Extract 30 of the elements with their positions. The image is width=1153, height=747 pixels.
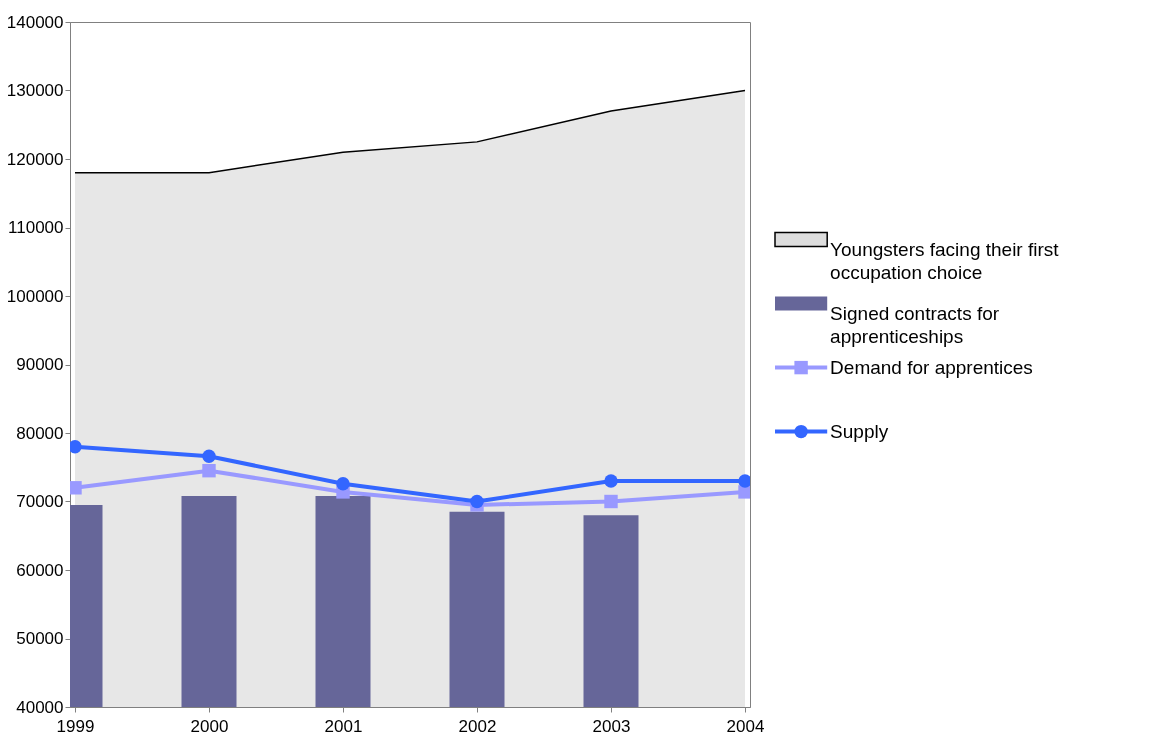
point [202,449,216,463]
legend-label: Signed contracts for apprenticeships [830,302,1000,347]
legend-label: Youngsters facing their first occupation choice [830,238,1060,283]
y-tick-label: 130000 [6,81,64,100]
y-tick-label: 60000 [16,560,64,580]
point [470,494,484,509]
y-tick-label: 120000 [6,149,64,169]
x-tick-label: 1999 [56,716,95,736]
x-tick-label: 2001 [324,716,363,736]
y-tick-label: 140000 [6,12,64,32]
point [70,481,82,495]
point [604,494,618,509]
y-tick-label: 70000 [16,492,64,511]
y-tick-label: 100000 [6,286,64,306]
legend-label: Supply [830,420,889,442]
y-tick-label: 90000 [16,355,64,374]
y-tick-label: 50000 [16,629,64,648]
y-tick-label: 80000 [16,423,64,443]
point [336,477,350,491]
x-tick-label: 2003 [592,716,631,736]
point [604,474,618,488]
point [738,474,750,488]
x-tick-label: 2000 [190,716,229,736]
y-tick-label: 40000 [16,697,64,717]
x-tick-label: 2004 [726,716,765,736]
x-tick-label: 2002 [458,716,497,736]
point [202,463,216,478]
y-tick-label: 110000 [8,218,64,237]
point [70,440,82,454]
legend-label: Demand for apprentices [830,356,1033,378]
